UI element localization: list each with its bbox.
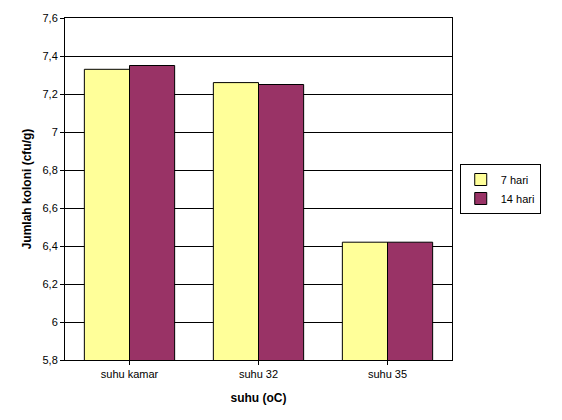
svg-text:6,2: 6,2 (43, 278, 58, 290)
svg-text:7 hari: 7 hari (501, 174, 529, 186)
svg-text:suhu (oC): suhu (oC) (231, 391, 287, 405)
svg-text:14 hari: 14 hari (501, 193, 535, 205)
svg-text:suhu 35: suhu 35 (368, 368, 407, 380)
svg-text:6,8: 6,8 (43, 164, 58, 176)
svg-text:7: 7 (52, 126, 58, 138)
svg-text:6: 6 (52, 316, 58, 328)
svg-text:7,6: 7,6 (43, 12, 58, 24)
svg-text:7,2: 7,2 (43, 88, 58, 100)
svg-text:7,4: 7,4 (43, 50, 58, 62)
svg-text:6,6: 6,6 (43, 202, 58, 214)
svg-text:6,4: 6,4 (43, 240, 58, 252)
svg-text:Jumlah koloni (cfu/g): Jumlah koloni (cfu/g) (20, 129, 34, 250)
svg-text:suhu 32: suhu 32 (239, 368, 278, 380)
svg-text:suhu kamar: suhu kamar (101, 368, 159, 380)
svg-text:5,8: 5,8 (43, 354, 58, 366)
